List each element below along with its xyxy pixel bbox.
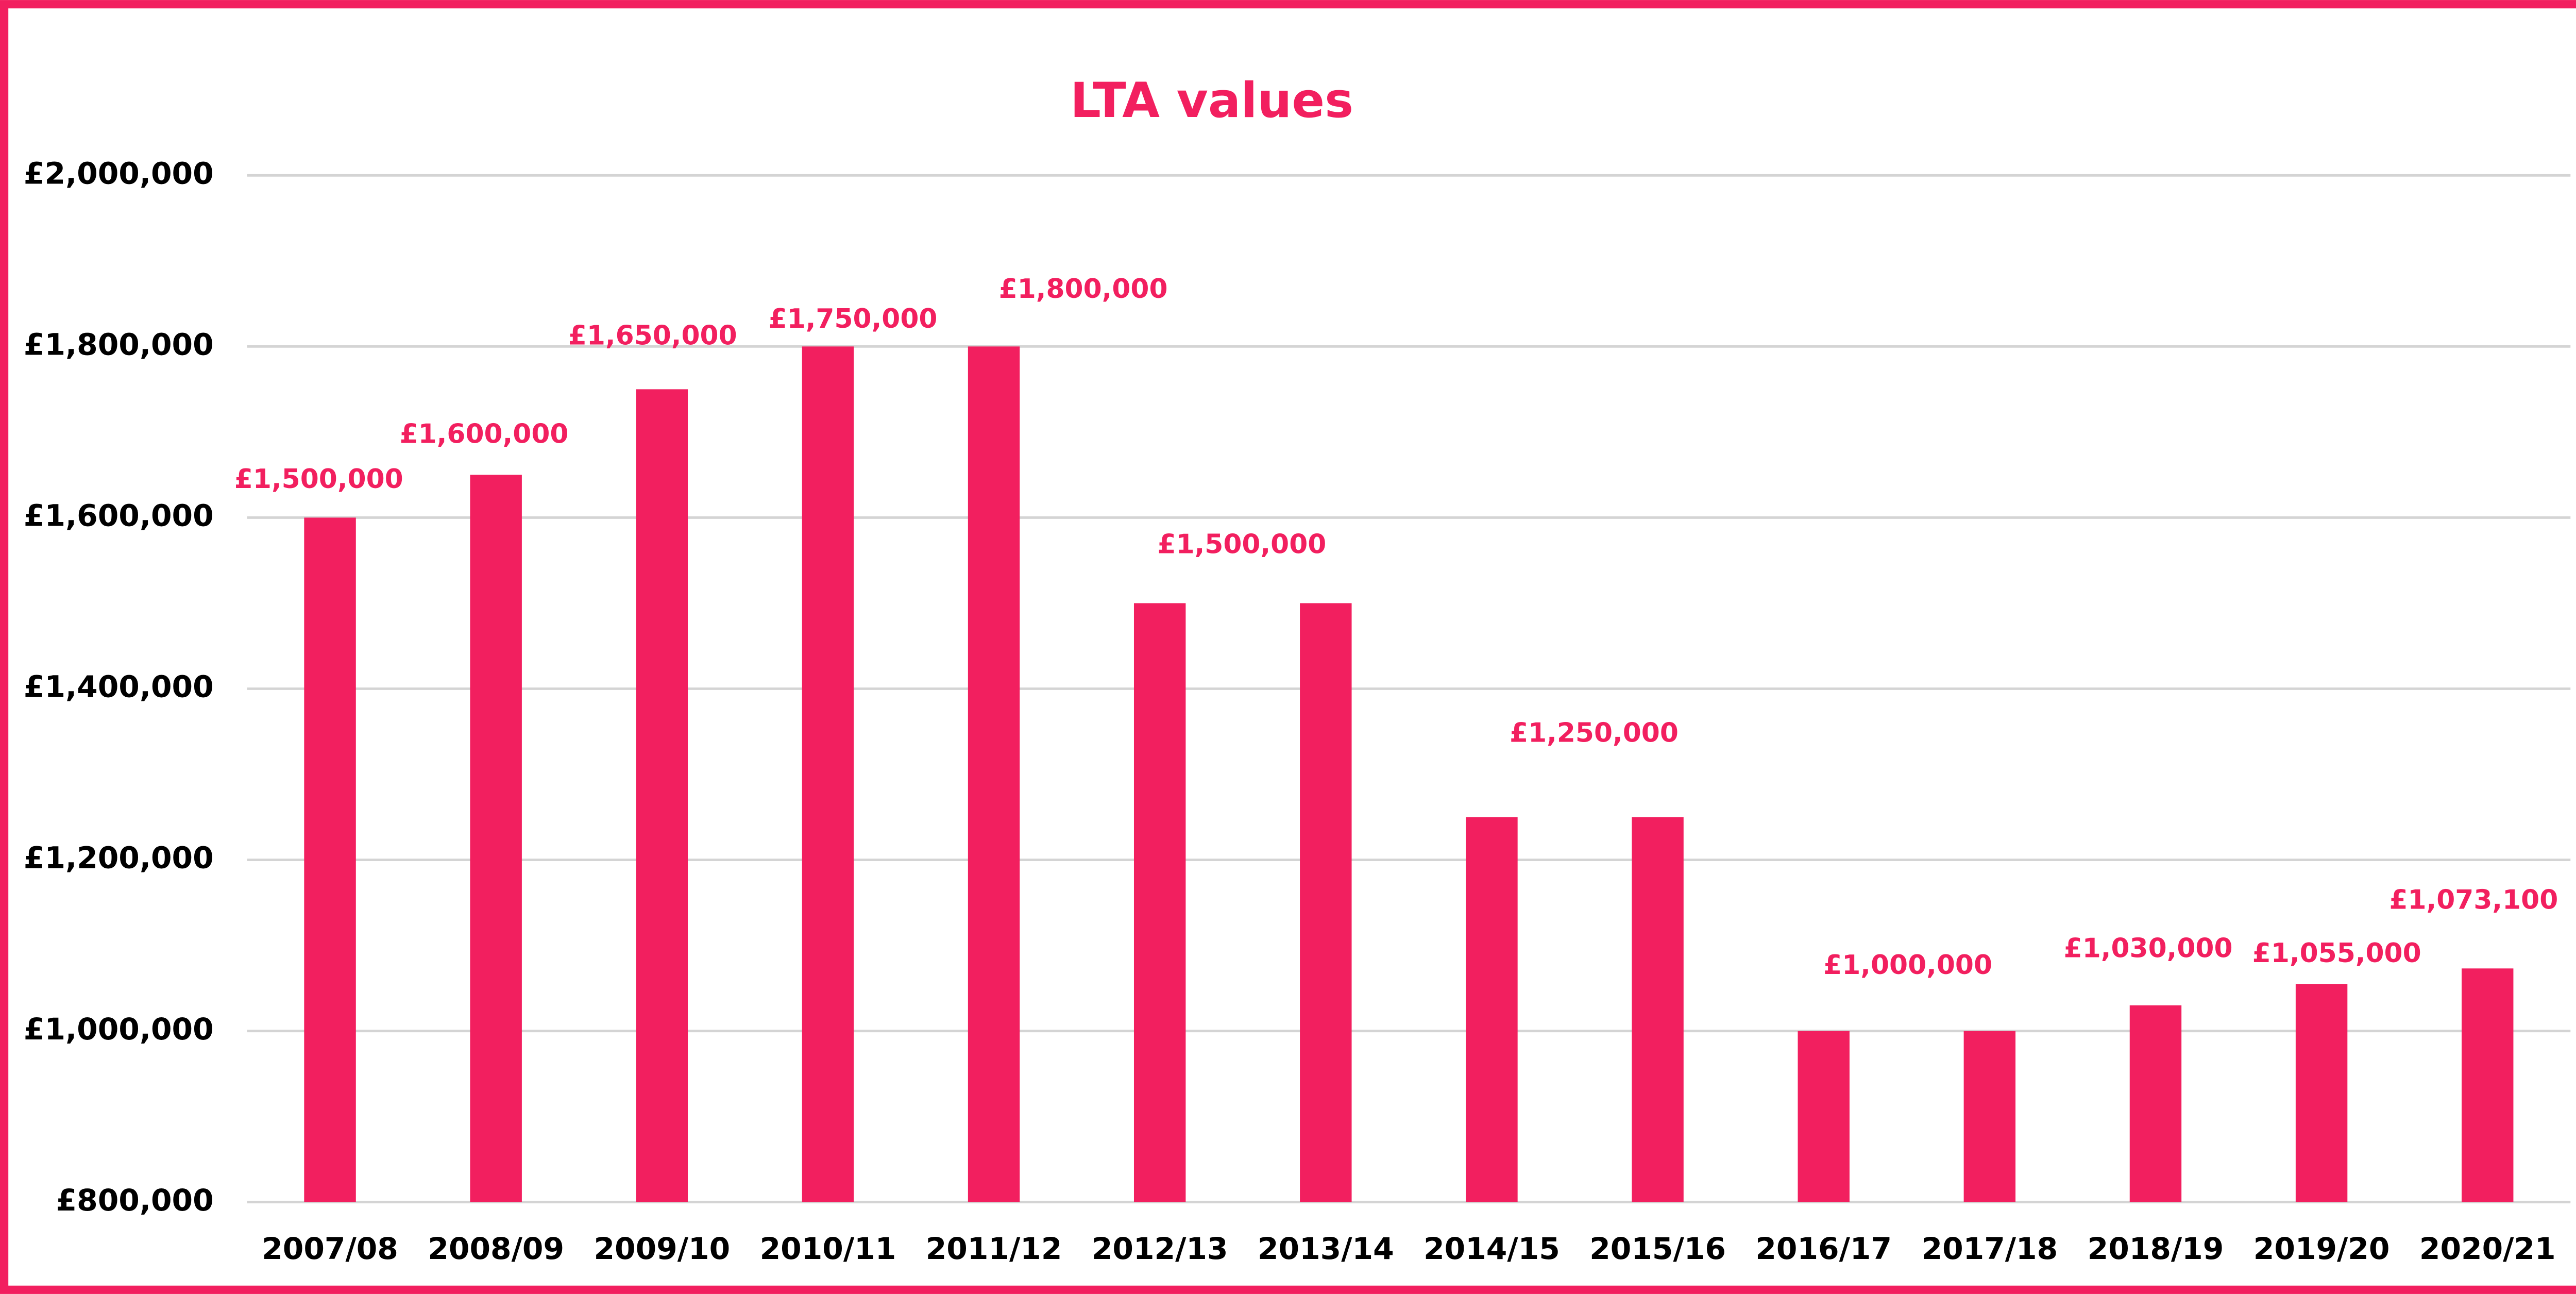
bar [1466, 817, 1518, 1202]
marks [304, 346, 2514, 1202]
annotation: £1,800,000 [999, 274, 1168, 305]
x-tick-label: 2012/13 [1092, 1231, 1228, 1266]
bar [1798, 1031, 1850, 1202]
annotation: £1,500,000 [234, 464, 403, 495]
annotation: £1,073,100 [2389, 885, 2558, 916]
y-tick-label: £1,800,000 [24, 327, 214, 362]
bar [1133, 603, 1186, 1202]
bar [968, 346, 1020, 1202]
x-tick-label: 2017/18 [1922, 1231, 2058, 1266]
bar [1300, 603, 1352, 1202]
x-tick-label: 2013/14 [1258, 1231, 1394, 1266]
x-tick-label: 2010/11 [760, 1231, 896, 1266]
x-tick-label: 2020/21 [2419, 1231, 2556, 1266]
bar [2129, 1005, 2182, 1202]
x-tick-label: 2019/20 [2253, 1231, 2390, 1266]
x-tick-label: 2009/10 [594, 1231, 730, 1266]
bar [1632, 817, 1684, 1202]
bar [2462, 968, 2514, 1202]
bar [2295, 984, 2348, 1202]
x-tick-label: 2008/09 [428, 1231, 564, 1266]
bar [802, 346, 854, 1202]
y-tick-label: £1,200,000 [24, 841, 214, 876]
annotation: £1,000,000 [1823, 950, 1992, 981]
y-tick-label: £1,600,000 [24, 498, 214, 533]
bar [304, 517, 356, 1202]
x-tick-label: 2015/16 [1589, 1231, 1726, 1266]
bar [470, 475, 522, 1202]
annotation: £1,030,000 [2064, 933, 2233, 964]
bar [1963, 1031, 2016, 1202]
grid [247, 174, 2571, 1204]
annotation: £1,650,000 [568, 321, 737, 351]
chart-title: LTA values [1070, 73, 1353, 129]
x-tick-label: 2007/08 [262, 1231, 398, 1266]
annotation: £1,600,000 [400, 419, 569, 450]
x-tick-label: 2011/12 [926, 1231, 1062, 1266]
x-tick-label: 2018/19 [2088, 1231, 2224, 1266]
y-tick-label: £2,000,000 [24, 156, 214, 191]
bar [636, 389, 688, 1202]
annotation: £1,500,000 [1157, 529, 1326, 560]
y-tick-label: £1,000,000 [24, 1012, 214, 1047]
annotation: £1,250,000 [1510, 718, 1679, 749]
y-tick-label: £800,000 [56, 1183, 214, 1218]
y-tick-label: £1,400,000 [24, 669, 214, 704]
x-tick-label: 2016/17 [1755, 1231, 1892, 1266]
annotation: £1,055,000 [2252, 938, 2421, 969]
x-tick-label: 2014/15 [1423, 1231, 1560, 1266]
annotation: £1,750,000 [769, 304, 938, 334]
